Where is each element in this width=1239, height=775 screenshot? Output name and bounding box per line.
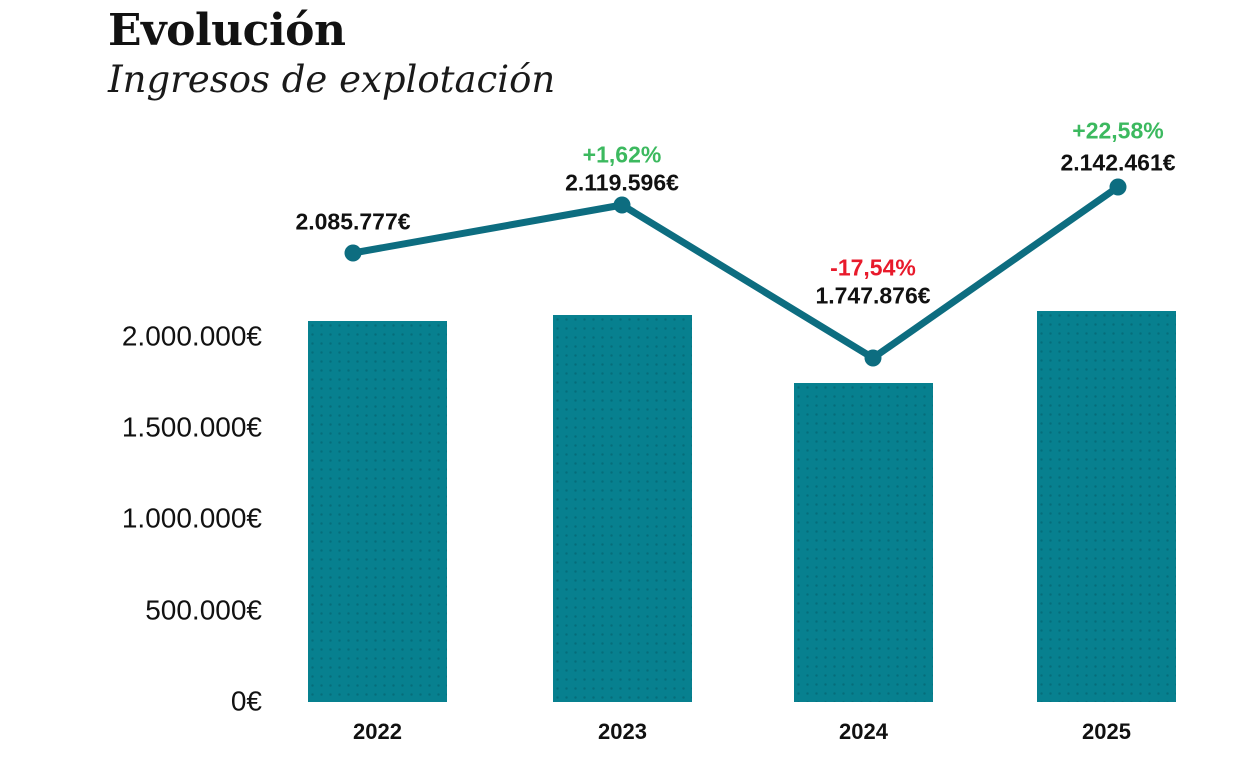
data-point-2022 xyxy=(344,244,362,262)
x-axis-label-2023: 2023 xyxy=(598,719,647,744)
y-axis-tick-2: 1.000.000€ xyxy=(121,502,262,534)
page-title: Evolución xyxy=(108,5,346,56)
value-label-2024: 1.747.876€ xyxy=(815,282,931,309)
value-label-2025: 2.142.461€ xyxy=(1060,149,1176,176)
y-axis-tick-3: 1.500.000€ xyxy=(121,411,262,443)
bar-2023 xyxy=(553,314,692,702)
data-point-2023 xyxy=(613,196,631,214)
bar-2024 xyxy=(794,382,933,702)
percent-label-2024: -17,54% xyxy=(830,254,916,281)
x-axis-label-2025: 2025 xyxy=(1082,719,1131,744)
x-axis-label-2024: 2024 xyxy=(839,719,888,744)
percent-label-2025: +22,58% xyxy=(1072,117,1164,144)
bar-2022 xyxy=(308,321,447,702)
y-axis-tick-4: 2.000.000€ xyxy=(121,320,262,352)
bar-2025 xyxy=(1037,310,1176,702)
x-axis-label-2022: 2022 xyxy=(353,719,402,744)
data-point-2025 xyxy=(1109,178,1127,196)
percent-label-2023: +1,62% xyxy=(582,141,662,168)
trend-line xyxy=(349,183,1122,362)
page-subtitle: Ingresos de explotación xyxy=(108,58,556,101)
value-label-2022: 2.085.777€ xyxy=(295,208,411,235)
value-label-2023: 2.119.596€ xyxy=(565,169,679,196)
data-point-2024 xyxy=(864,349,882,367)
y-axis-tick-0: 0€ xyxy=(230,685,262,717)
y-axis-tick-1: 500.000€ xyxy=(145,594,262,626)
